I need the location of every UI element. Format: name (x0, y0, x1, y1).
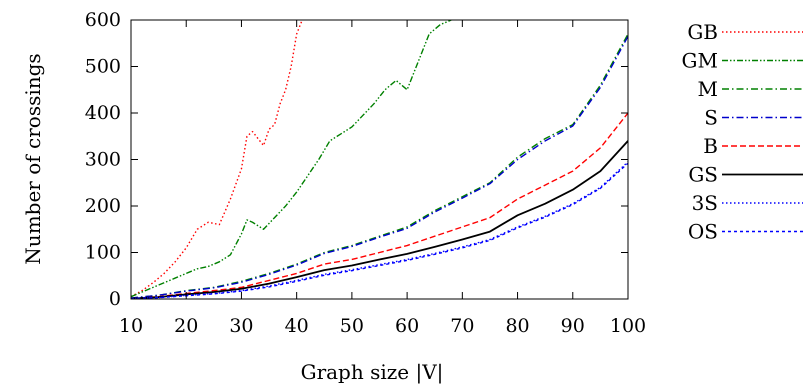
x-tick-label: 40 (285, 315, 309, 337)
x-tick-label: 70 (450, 315, 474, 337)
series-line-b (131, 112, 628, 299)
x-tick-label: 10 (119, 315, 143, 337)
y-tick-label: 500 (85, 56, 121, 78)
legend-label-m: M (698, 77, 718, 101)
y-tick-label: 400 (85, 102, 121, 124)
x-tick-label: 60 (395, 315, 419, 337)
plot-frame (130, 19, 629, 300)
legend-label-gm: GM (682, 49, 718, 73)
series-line-os (131, 162, 628, 299)
legend-label-3s: 3S (692, 191, 718, 215)
x-tick-label: 90 (561, 315, 585, 337)
series-line-s (131, 35, 628, 299)
x-axis-label: Graph size |V| (301, 360, 444, 385)
series-line-3s (131, 161, 628, 299)
legend-label-gb: GB (687, 20, 718, 44)
y-axis-label: Number of crossings (21, 53, 45, 264)
legend-label-s: S (704, 106, 718, 130)
x-tick-label: 20 (174, 315, 198, 337)
y-tick-label: 0 (109, 288, 121, 310)
x-tick-label: 80 (505, 315, 529, 337)
series-line-gs (131, 140, 628, 299)
series-line-gb (131, 20, 303, 298)
y-tick-label: 100 (85, 242, 121, 264)
legend-label-b: B (703, 134, 718, 158)
series-line-gm (131, 20, 452, 298)
legend: GB GM MSB GS 3S OS (682, 20, 803, 244)
y-tick-label: 300 (85, 149, 121, 171)
axes: 10 20 30 40 50 60 70 80 90 100 0 100 200 300 400 500 600 (85, 9, 646, 337)
x-tick-label: 50 (340, 315, 364, 337)
y-tick-label: 600 (85, 9, 121, 31)
y-tick-label: 200 (85, 195, 121, 217)
x-tick-label: 30 (229, 315, 253, 337)
plot-area (131, 20, 628, 299)
series-line-m (131, 33, 628, 299)
legend-label-os: OS (688, 220, 718, 244)
x-tick-label: 100 (610, 315, 646, 337)
legend-label-gs: GS (688, 163, 718, 187)
